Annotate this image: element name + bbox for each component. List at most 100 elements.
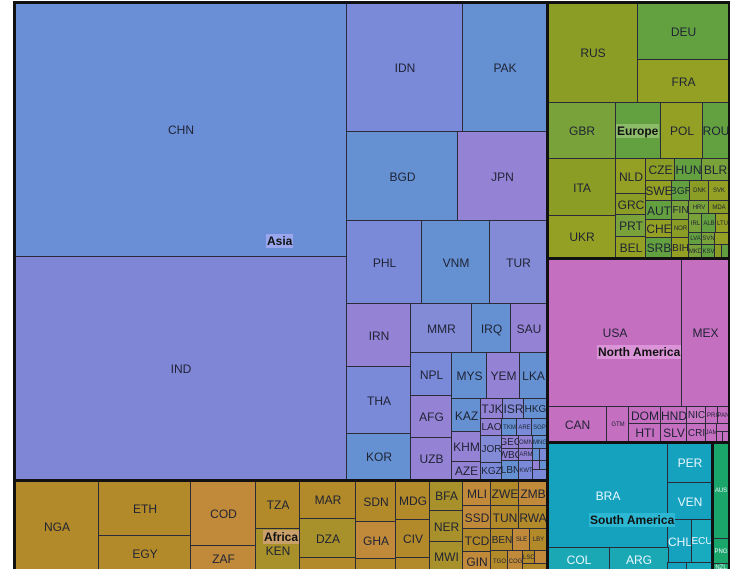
tile-cod[interactable]: COD (190, 480, 257, 547)
tile-pak[interactable]: PAK (462, 2, 548, 133)
tile-tur[interactable]: TUR (489, 220, 548, 305)
tile-ben[interactable]: BEN (490, 528, 514, 552)
tile-kgz[interactable]: KGZ (480, 462, 503, 481)
tile-eth[interactable]: ETH (98, 480, 192, 537)
tile-zwe[interactable]: ZWE (490, 480, 520, 507)
tile-che[interactable]: CHE (645, 219, 673, 239)
tile-unlabeled[interactable] (686, 562, 713, 569)
tile-grc[interactable]: GRC (615, 193, 647, 216)
tile-ner[interactable]: NER (429, 510, 464, 543)
tile-unlabeled[interactable] (522, 563, 548, 569)
tile-tcd[interactable]: TCD (462, 528, 492, 553)
tile-khm[interactable]: KHM (451, 431, 482, 463)
tile-irq[interactable]: IRQ (471, 303, 512, 354)
tile-vnm[interactable]: VNM (421, 220, 491, 305)
tile-mmr[interactable]: MMR (410, 303, 473, 354)
tile-swe[interactable]: SWE (645, 180, 673, 202)
tile-tjk[interactable]: TJK (480, 398, 504, 420)
tile-ltu[interactable]: LTU (715, 213, 730, 234)
tile-ita[interactable]: ITA (547, 158, 617, 217)
tile-zaf[interactable]: ZAF (190, 545, 257, 569)
tile-bfa[interactable]: BFA (429, 480, 464, 512)
tile-ken[interactable]: KEN (255, 528, 301, 569)
tile-bel[interactable]: BEL (615, 236, 647, 259)
tile-afg[interactable]: AFG (410, 395, 453, 439)
tile-hun[interactable]: HUN (674, 158, 703, 182)
tile-zmb[interactable]: ZMB (518, 480, 548, 507)
tile-gtm[interactable]: GTM (606, 406, 630, 443)
tile-chl[interactable]: CHL (667, 519, 693, 564)
tile-unlabeled[interactable] (299, 557, 357, 569)
tile-nld[interactable]: NLD (615, 158, 647, 195)
tile-aze[interactable]: AZE (451, 461, 482, 481)
tile-col[interactable]: COL (547, 547, 611, 569)
tile-tun[interactable]: TUN (490, 505, 520, 530)
tile-npl[interactable]: NPL (410, 352, 453, 397)
tile-mdg[interactable]: MDG (395, 480, 431, 521)
tile-unlabeled[interactable] (667, 562, 688, 569)
tile-lka[interactable]: LKA (519, 352, 548, 400)
tile-pol[interactable]: POL (660, 102, 704, 160)
tile-gha[interactable]: GHA (355, 521, 397, 560)
tile-mex[interactable]: MEX (681, 258, 730, 408)
tile-mwi[interactable]: MWI (429, 541, 464, 569)
tile-civ[interactable]: CIV (395, 519, 431, 559)
tile-mys[interactable]: MYS (451, 352, 488, 400)
tile-ind[interactable]: IND (14, 256, 348, 481)
tile-mli[interactable]: MLI (462, 480, 492, 507)
tile-irn[interactable]: IRN (346, 303, 412, 368)
tile-uzb[interactable]: UZB (410, 437, 453, 481)
tile-dnk[interactable]: DNK (689, 180, 710, 202)
tile-tha[interactable]: THA (346, 366, 412, 435)
tile-tza[interactable]: TZA (255, 480, 301, 530)
tile-bgd[interactable]: BGD (346, 131, 459, 222)
tile-isr[interactable]: ISR (502, 398, 525, 420)
tile-rou[interactable]: ROU (702, 102, 730, 160)
tile-kor[interactable]: KOR (346, 433, 412, 481)
tile-sdn[interactable]: SDN (355, 480, 397, 523)
tile-blr[interactable]: BLR (701, 158, 730, 182)
tile-jor[interactable]: JOR (480, 435, 503, 464)
tile-mar[interactable]: MAR (299, 480, 357, 520)
tile-dza[interactable]: DZA (299, 518, 357, 559)
tile-unlabeled[interactable] (721, 244, 730, 259)
tile-phl[interactable]: PHL (346, 220, 423, 305)
tile-jpn[interactable]: JPN (457, 131, 548, 222)
tile-unlabeled[interactable] (355, 558, 397, 569)
tile-fra[interactable]: FRA (637, 59, 730, 104)
tile-egy[interactable]: EGY (98, 535, 192, 569)
tile-cze[interactable]: CZE (645, 158, 676, 182)
tile-yem[interactable]: YEM (486, 352, 521, 400)
tile-ukr[interactable]: UKR (547, 215, 617, 259)
tile-rus[interactable]: RUS (547, 2, 639, 104)
tile-cri[interactable]: CRI (686, 423, 707, 443)
tile-prt[interactable]: PRT (615, 214, 647, 238)
tile-gbr[interactable]: GBR (547, 102, 617, 160)
tile-gin[interactable]: GIN (462, 551, 492, 569)
tile-nzl[interactable]: NZL (712, 563, 730, 569)
tile-png[interactable]: PNG (712, 538, 730, 565)
tile-can[interactable]: CAN (547, 406, 608, 443)
tile-usa[interactable]: USA (547, 258, 683, 408)
tile-hkg[interactable]: HKG (523, 398, 548, 420)
tile-arg[interactable]: ARG (609, 547, 669, 569)
tile-sau[interactable]: SAU (510, 303, 548, 354)
tile-srb[interactable]: SRB (645, 237, 673, 259)
tile-hti[interactable]: HTI (628, 423, 662, 443)
tile-kaz[interactable]: KAZ (451, 398, 482, 433)
tile-lby[interactable]: LBY (529, 528, 548, 552)
tile-idn[interactable]: IDN (346, 2, 464, 133)
tile-ecu[interactable]: ECU (691, 519, 713, 564)
tile-chn[interactable]: CHN (14, 2, 348, 258)
tile-nga[interactable]: NGA (14, 480, 100, 569)
tile-ssd[interactable]: SSD (462, 505, 492, 530)
tile-rwa[interactable]: RWA (518, 505, 548, 530)
tile-bgr[interactable]: BGR (671, 180, 691, 202)
tile-aut[interactable]: AUT (645, 200, 673, 221)
tile-bra[interactable]: BRA (547, 442, 669, 549)
tile-unlabeled[interactable] (395, 557, 431, 569)
tile-svk[interactable]: SVK (708, 180, 730, 202)
tile-per[interactable]: PER (667, 442, 713, 484)
tile-aus[interactable]: AUS (712, 442, 730, 540)
tile-slv[interactable]: SLV (660, 423, 688, 443)
